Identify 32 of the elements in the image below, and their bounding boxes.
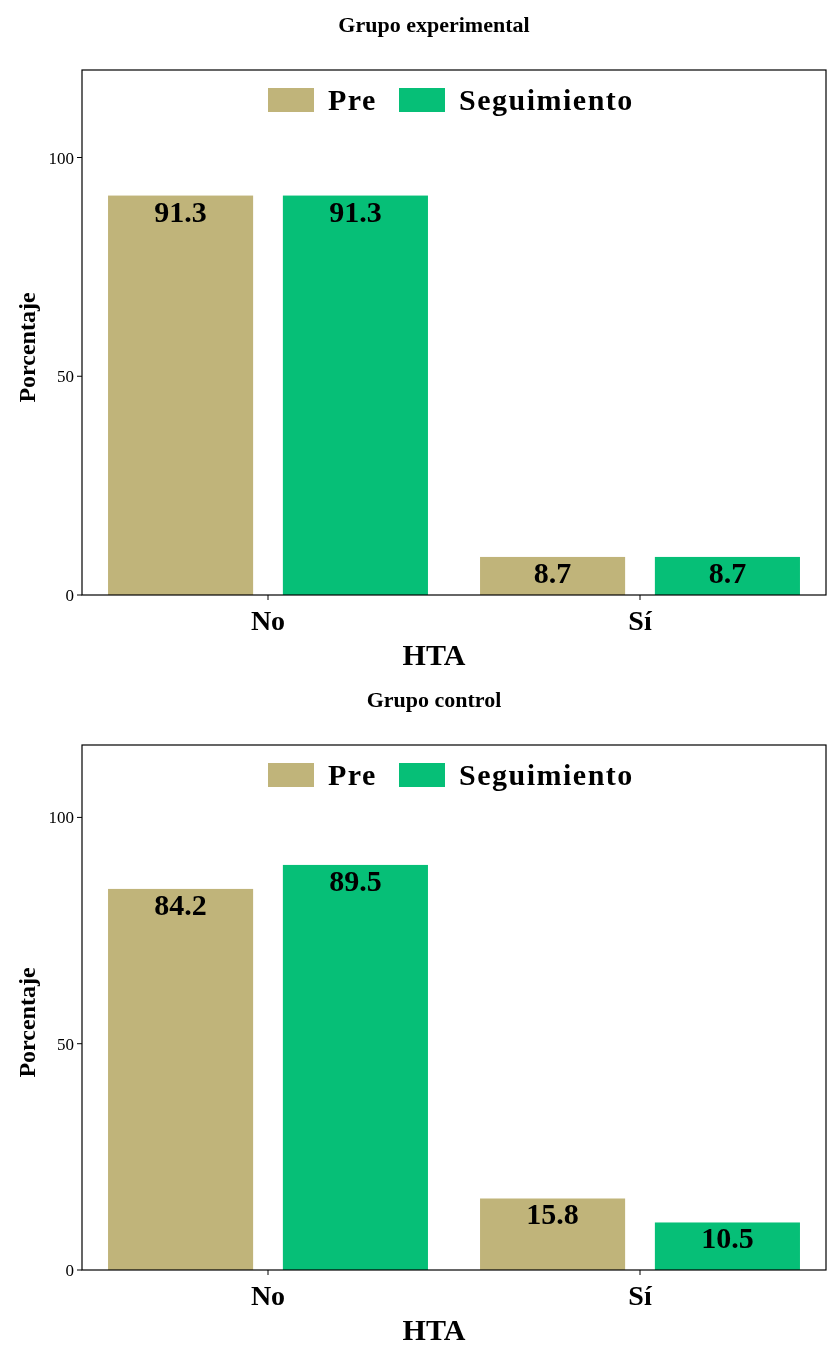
y-axis-title: Porcentaje bbox=[14, 292, 40, 403]
bar bbox=[108, 888, 254, 1270]
x-tick-label: No bbox=[250, 1280, 286, 1311]
legend-label: Seguimiento bbox=[459, 83, 634, 116]
x-axis-title: HTA bbox=[402, 1313, 466, 1346]
x-axis-title: HTA bbox=[402, 638, 466, 671]
bar bbox=[654, 1222, 800, 1270]
data-label: 84.2 bbox=[154, 887, 207, 921]
data-label: 10.5 bbox=[701, 1221, 754, 1255]
bar bbox=[282, 864, 428, 1270]
y-tick-label: 50 bbox=[57, 1034, 74, 1054]
bar bbox=[480, 1198, 626, 1270]
data-label: 15.8 bbox=[526, 1197, 579, 1231]
y-tick-label: 100 bbox=[48, 148, 74, 168]
data-label: 8.7 bbox=[533, 555, 572, 589]
y-tick-label: 0 bbox=[65, 1261, 74, 1280]
data-label: 91.3 bbox=[329, 194, 382, 228]
x-tick-label: Sí bbox=[628, 1280, 653, 1311]
x-tick-label: No bbox=[250, 605, 286, 636]
y-tick-label: 100 bbox=[48, 808, 74, 828]
data-label: 8.7 bbox=[708, 555, 747, 589]
legend-label: Seguimiento bbox=[459, 758, 634, 791]
y-tick-label: 50 bbox=[57, 367, 74, 387]
y-tick-label: 0 bbox=[65, 586, 74, 605]
legend-label: Pre bbox=[328, 83, 377, 116]
data-label: 89.5 bbox=[329, 863, 382, 897]
chart-title: Grupo control bbox=[366, 687, 502, 712]
data-label: 91.3 bbox=[154, 194, 207, 228]
chart-title: Grupo experimental bbox=[338, 12, 530, 37]
y-axis-title: Porcentaje bbox=[14, 967, 40, 1078]
x-tick-label: Sí bbox=[628, 605, 653, 636]
legend-label: Pre bbox=[328, 758, 377, 791]
